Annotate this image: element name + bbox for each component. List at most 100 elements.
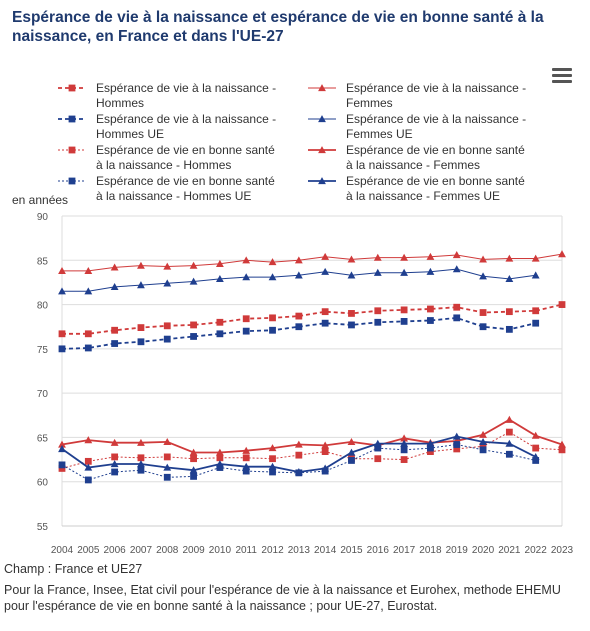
legend-item[interactable]: Espérance de vie à la naissance -Femmes (308, 81, 526, 110)
data-point (479, 272, 487, 280)
data-point (348, 321, 355, 329)
data-point (216, 464, 224, 471)
data-point (321, 448, 329, 455)
data-point (427, 448, 434, 455)
legend-label: Femmes (346, 96, 393, 110)
data-point (348, 457, 355, 464)
data-point (374, 455, 382, 463)
hamburger-menu-icon[interactable] (552, 68, 572, 86)
series-3 (58, 314, 540, 353)
data-point (479, 309, 487, 316)
data-point (347, 448, 356, 456)
data-point (374, 444, 382, 452)
legend-label: Femmes UE (346, 127, 413, 141)
legend-label: Hommes UE (96, 127, 164, 141)
chart-series (58, 250, 566, 484)
x-tick-label: 2006 (104, 545, 127, 556)
data-point (189, 261, 198, 269)
legend-item[interactable]: Espérance de vie à la naissance -Hommes … (58, 112, 276, 141)
series-6 (58, 415, 566, 456)
data-point (84, 287, 93, 295)
data-point (242, 327, 250, 335)
series-line (62, 303, 563, 335)
data-point (373, 439, 382, 447)
legend-item[interactable]: Espérance de vie à la naissance -Hommes (58, 81, 276, 110)
data-point (163, 335, 171, 343)
x-tick-label: 2021 (498, 545, 521, 556)
data-point (110, 438, 119, 446)
data-point (427, 317, 434, 324)
data-point (190, 333, 197, 340)
line-chart: Espérance de vie à la naissance -HommesE… (12, 81, 574, 556)
series-1 (58, 301, 566, 338)
data-point (84, 436, 93, 444)
data-point (242, 256, 251, 264)
data-point (190, 473, 197, 480)
data-point (373, 268, 382, 276)
data-point (400, 253, 409, 261)
legend-label: Espérance de vie en bonne santé (346, 143, 525, 157)
data-point (111, 340, 119, 347)
data-point (111, 453, 119, 461)
legend-symbol (68, 115, 76, 123)
x-tick-label: 2009 (182, 545, 205, 556)
data-point (531, 453, 540, 461)
data-point (321, 267, 330, 275)
data-point (505, 415, 514, 423)
legend-symbol (318, 177, 326, 185)
legend-label: Espérance de vie à la naissance - (346, 112, 526, 126)
y-tick-label: 85 (37, 256, 49, 267)
x-tick-label: 2008 (156, 545, 179, 556)
data-point (505, 325, 513, 333)
y-tick-label: 90 (37, 212, 49, 223)
legend-symbol (68, 84, 76, 92)
legend-label: Hommes (96, 96, 144, 110)
chart-title: Espérance de vie à la naissance et espér… (12, 9, 544, 45)
y-axis-label: en années (12, 193, 68, 207)
data-point (505, 428, 513, 436)
data-point (321, 319, 329, 327)
data-point (426, 252, 435, 260)
data-point (294, 256, 303, 264)
legend-label: à la naissance - Femmes (346, 158, 480, 172)
data-point (58, 287, 66, 295)
data-point (137, 466, 145, 474)
x-tick-label: 2013 (288, 545, 311, 556)
x-tick-label: 2017 (393, 545, 416, 556)
data-point (189, 466, 198, 474)
data-point (531, 431, 540, 439)
series-4 (58, 265, 540, 295)
data-point (479, 437, 487, 445)
data-point (295, 323, 303, 331)
x-tick-label: 2019 (446, 545, 469, 556)
data-point (400, 306, 408, 314)
data-point (215, 259, 224, 267)
data-point (505, 254, 514, 262)
data-point (400, 318, 408, 325)
legend-symbol (68, 146, 76, 154)
x-tick-label: 2016 (367, 545, 390, 556)
data-point (58, 445, 66, 453)
legend-label: Espérance de vie à la naissance - (96, 112, 276, 126)
data-point (268, 462, 277, 470)
legend-label: à la naissance - Hommes (96, 158, 231, 172)
data-point (189, 277, 198, 285)
data-point (426, 439, 435, 447)
data-point (268, 258, 277, 266)
data-point (58, 267, 66, 275)
data-point (347, 271, 356, 279)
x-tick-label: 2004 (51, 545, 74, 556)
legend-item[interactable]: Espérance de vie à la naissance -Femmes … (308, 112, 526, 141)
data-point (321, 464, 330, 472)
data-point (58, 440, 66, 448)
data-point (242, 462, 251, 470)
data-point (427, 444, 434, 452)
legend-symbol (318, 84, 326, 92)
legend-symbol (318, 115, 326, 123)
data-point (110, 282, 119, 290)
data-point (479, 323, 487, 331)
